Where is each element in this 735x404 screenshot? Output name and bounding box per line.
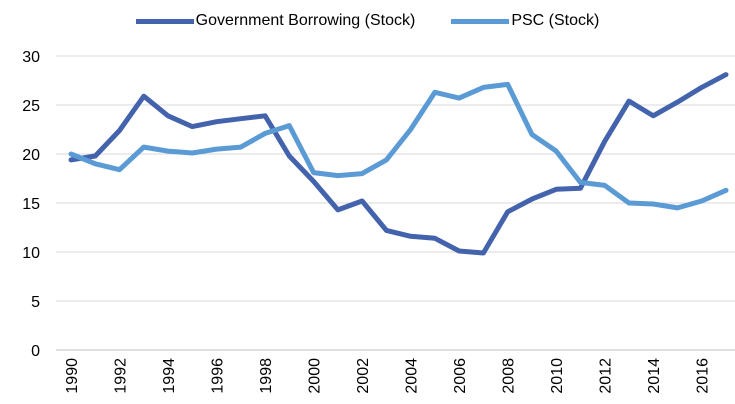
x-tick-label-2004: 2004 <box>404 358 421 394</box>
legend-item-psc: PSC (Stock) <box>451 12 599 30</box>
legend-swatch-government-borrowing <box>135 18 194 24</box>
y-tick-label-5: 5 <box>31 294 40 311</box>
chart-legend: Government Borrowing (Stock) PSC (Stock) <box>0 12 735 30</box>
y-tick-label-20: 20 <box>22 147 40 164</box>
x-tick-label-2016: 2016 <box>695 358 712 394</box>
legend-label-psc: PSC (Stock) <box>511 12 600 29</box>
x-tick-label-1994: 1994 <box>161 358 178 394</box>
legend-label-government-borrowing: Government Borrowing (Stock) <box>195 12 416 29</box>
x-tick-label-1996: 1996 <box>210 358 227 394</box>
x-tick-label-1992: 1992 <box>113 358 130 394</box>
legend-item-government-borrowing: Government Borrowing (Stock) <box>135 12 416 30</box>
y-tick-label-15: 15 <box>22 196 40 213</box>
y-tick-label-10: 10 <box>22 245 40 262</box>
x-tick-label-2002: 2002 <box>355 358 372 394</box>
x-tick-label-2010: 2010 <box>549 358 566 394</box>
series-line-psc <box>68 81 729 211</box>
x-tick-label-2000: 2000 <box>307 358 324 394</box>
y-tick-label-30: 30 <box>22 49 40 66</box>
legend-swatch-psc <box>451 18 510 24</box>
y-tick-label-0: 0 <box>31 343 40 360</box>
x-tick-label-1998: 1998 <box>258 358 275 394</box>
x-tick-label-2014: 2014 <box>646 358 663 394</box>
y-tick-label-25: 25 <box>22 98 40 115</box>
x-tick-label-1990: 1990 <box>64 358 81 394</box>
x-tick-label-2008: 2008 <box>501 358 518 394</box>
x-tick-label-2012: 2012 <box>598 358 615 394</box>
x-tick-label-2006: 2006 <box>452 358 469 394</box>
series-line-government-borrowing <box>68 72 729 256</box>
